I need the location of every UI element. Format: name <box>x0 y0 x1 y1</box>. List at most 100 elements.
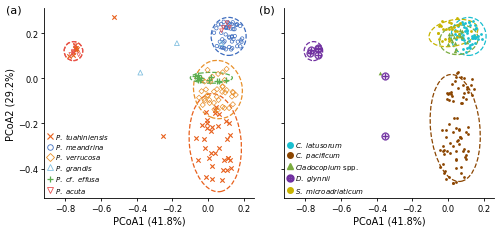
Point <box>198 90 205 94</box>
Point <box>158 134 166 138</box>
Point <box>454 140 462 143</box>
Legend: $C.\ latusorum$, $C.\ pacificum$, $Cladocopium\ \mathrm{spp.}$, $D.\ glynnii$, $: $C.\ latusorum$, $C.\ pacificum$, $Clado… <box>286 138 366 196</box>
Point <box>205 157 213 161</box>
Point <box>70 47 78 51</box>
Point <box>206 78 214 82</box>
Point <box>457 172 465 176</box>
Point <box>222 48 230 52</box>
Point <box>201 100 209 103</box>
Point <box>464 47 471 50</box>
Point <box>458 21 466 25</box>
Point <box>218 46 226 50</box>
Point <box>453 17 461 21</box>
Point <box>464 149 472 153</box>
Point <box>456 136 464 139</box>
Point <box>200 80 208 84</box>
Point <box>218 30 226 33</box>
Point <box>464 87 471 91</box>
Text: (a): (a) <box>6 5 22 15</box>
Point <box>218 86 226 89</box>
Point <box>220 47 228 51</box>
Point <box>202 119 210 123</box>
Point <box>460 155 468 159</box>
Point <box>462 157 469 161</box>
Point <box>218 32 226 36</box>
Point <box>206 102 214 105</box>
Point <box>461 22 469 25</box>
Point <box>436 166 444 169</box>
Point <box>442 27 450 31</box>
Point <box>376 71 384 75</box>
Point <box>455 33 463 37</box>
Point <box>464 37 472 41</box>
Point <box>462 154 470 157</box>
Point <box>228 47 236 51</box>
Point <box>218 47 226 50</box>
Point <box>72 48 80 51</box>
Point <box>238 37 246 41</box>
Point <box>206 76 214 79</box>
Point <box>220 21 228 24</box>
Point <box>218 38 226 42</box>
Point <box>228 95 236 99</box>
Point <box>442 92 450 96</box>
Point <box>224 156 232 160</box>
Point <box>223 22 231 26</box>
Point <box>448 82 456 86</box>
Point <box>210 32 218 35</box>
Point <box>451 30 459 34</box>
Point <box>194 159 202 162</box>
Point <box>228 40 236 44</box>
Point <box>453 34 461 38</box>
Point <box>465 46 473 50</box>
Point <box>461 30 469 34</box>
Point <box>451 80 459 84</box>
Point <box>232 24 240 28</box>
Point <box>474 35 482 39</box>
Point <box>225 122 233 125</box>
Point <box>219 71 227 75</box>
Point <box>477 33 485 37</box>
Point <box>471 37 479 41</box>
Point <box>460 77 468 80</box>
Point <box>218 85 226 89</box>
Point <box>192 137 200 140</box>
Point <box>232 24 240 27</box>
Point <box>452 181 460 184</box>
Point <box>71 45 79 48</box>
Point <box>454 71 462 75</box>
Point <box>460 26 468 30</box>
Point <box>446 36 454 40</box>
Point <box>220 40 228 44</box>
Point <box>220 26 228 30</box>
Point <box>464 21 472 24</box>
Point <box>220 42 228 45</box>
Point <box>464 126 472 129</box>
Point <box>212 106 220 110</box>
Point <box>228 91 236 94</box>
Point <box>450 100 458 104</box>
Point <box>306 52 314 56</box>
Point <box>454 25 462 29</box>
Point <box>456 35 464 38</box>
Point <box>456 102 464 106</box>
Point <box>458 101 466 105</box>
Point <box>220 107 228 110</box>
Point <box>229 28 237 32</box>
Point <box>214 99 222 102</box>
Point <box>451 50 459 54</box>
Point <box>453 117 461 121</box>
Point <box>448 38 456 42</box>
Point <box>442 177 450 181</box>
Point <box>208 76 216 79</box>
Point <box>215 113 223 117</box>
Point <box>212 112 220 116</box>
Point <box>222 79 230 82</box>
Point <box>441 38 449 42</box>
Point <box>314 53 322 57</box>
Point <box>212 80 220 84</box>
Point <box>437 25 445 29</box>
Point <box>224 27 232 31</box>
Point <box>222 26 230 30</box>
Point <box>438 20 446 24</box>
